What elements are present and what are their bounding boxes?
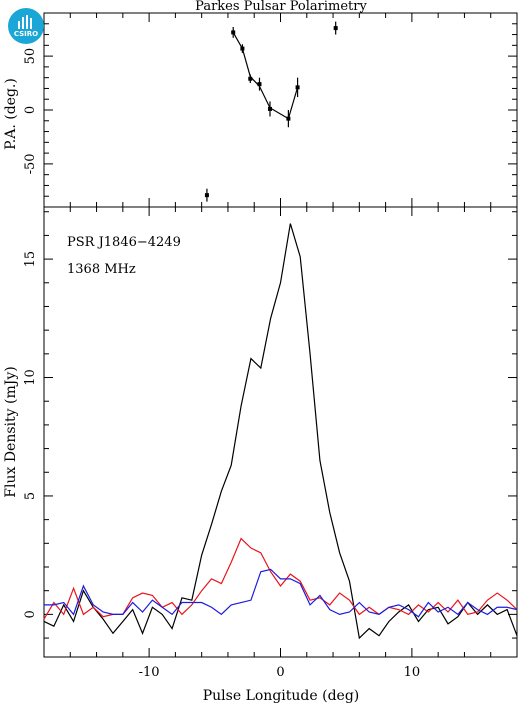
pa-point: [333, 26, 338, 31]
pa-y-tick-label: 50: [23, 48, 38, 65]
pa-point: [286, 116, 291, 121]
chart-title: Parkes Pulsar Polarimetry: [195, 0, 367, 14]
flux-profile-line-2: [44, 568, 518, 618]
x-tick-label: 0: [276, 665, 284, 680]
pa-point: [231, 30, 236, 35]
frequency-label: 1368 MHz: [67, 262, 136, 277]
pa-point: [267, 106, 272, 111]
position-angle-panel: -50 0 50: [23, 12, 518, 208]
csiro-mark-icon: [18, 14, 32, 29]
pa-point: [204, 193, 209, 198]
flux-axis-label: Flux Density (mJy): [3, 366, 19, 497]
csiro-logo-icon: CSIRO: [8, 8, 44, 44]
pa-point: [257, 82, 262, 87]
flux-density-panel: -10 0 10 0 5 10 15: [23, 206, 518, 680]
pa-point: [240, 46, 245, 51]
logo-text: CSIRO: [13, 29, 39, 38]
x-tick-label: 10: [404, 665, 421, 680]
pulsar-name-label: PSR J1846−4249: [67, 235, 181, 250]
pa-y-tick-label: -50: [23, 153, 38, 174]
flux-profile-line-0: [43, 223, 518, 640]
flux-y-tick-label: 0: [23, 610, 38, 618]
flux-y-tick-label: 5: [23, 492, 38, 500]
pa-point: [248, 76, 253, 81]
x-axis-label: Pulse Longitude (deg): [203, 688, 360, 704]
pa-point: [295, 85, 300, 90]
flux-y-tick-label: 10: [23, 369, 38, 386]
x-tick-label: -10: [139, 665, 160, 680]
pa-y-tick-label: 0: [23, 106, 38, 114]
pa-axis-label: P.A. (deg.): [3, 78, 19, 150]
flux-y-tick-label: 15: [23, 251, 38, 268]
pa-plot-frame: [43, 12, 518, 208]
